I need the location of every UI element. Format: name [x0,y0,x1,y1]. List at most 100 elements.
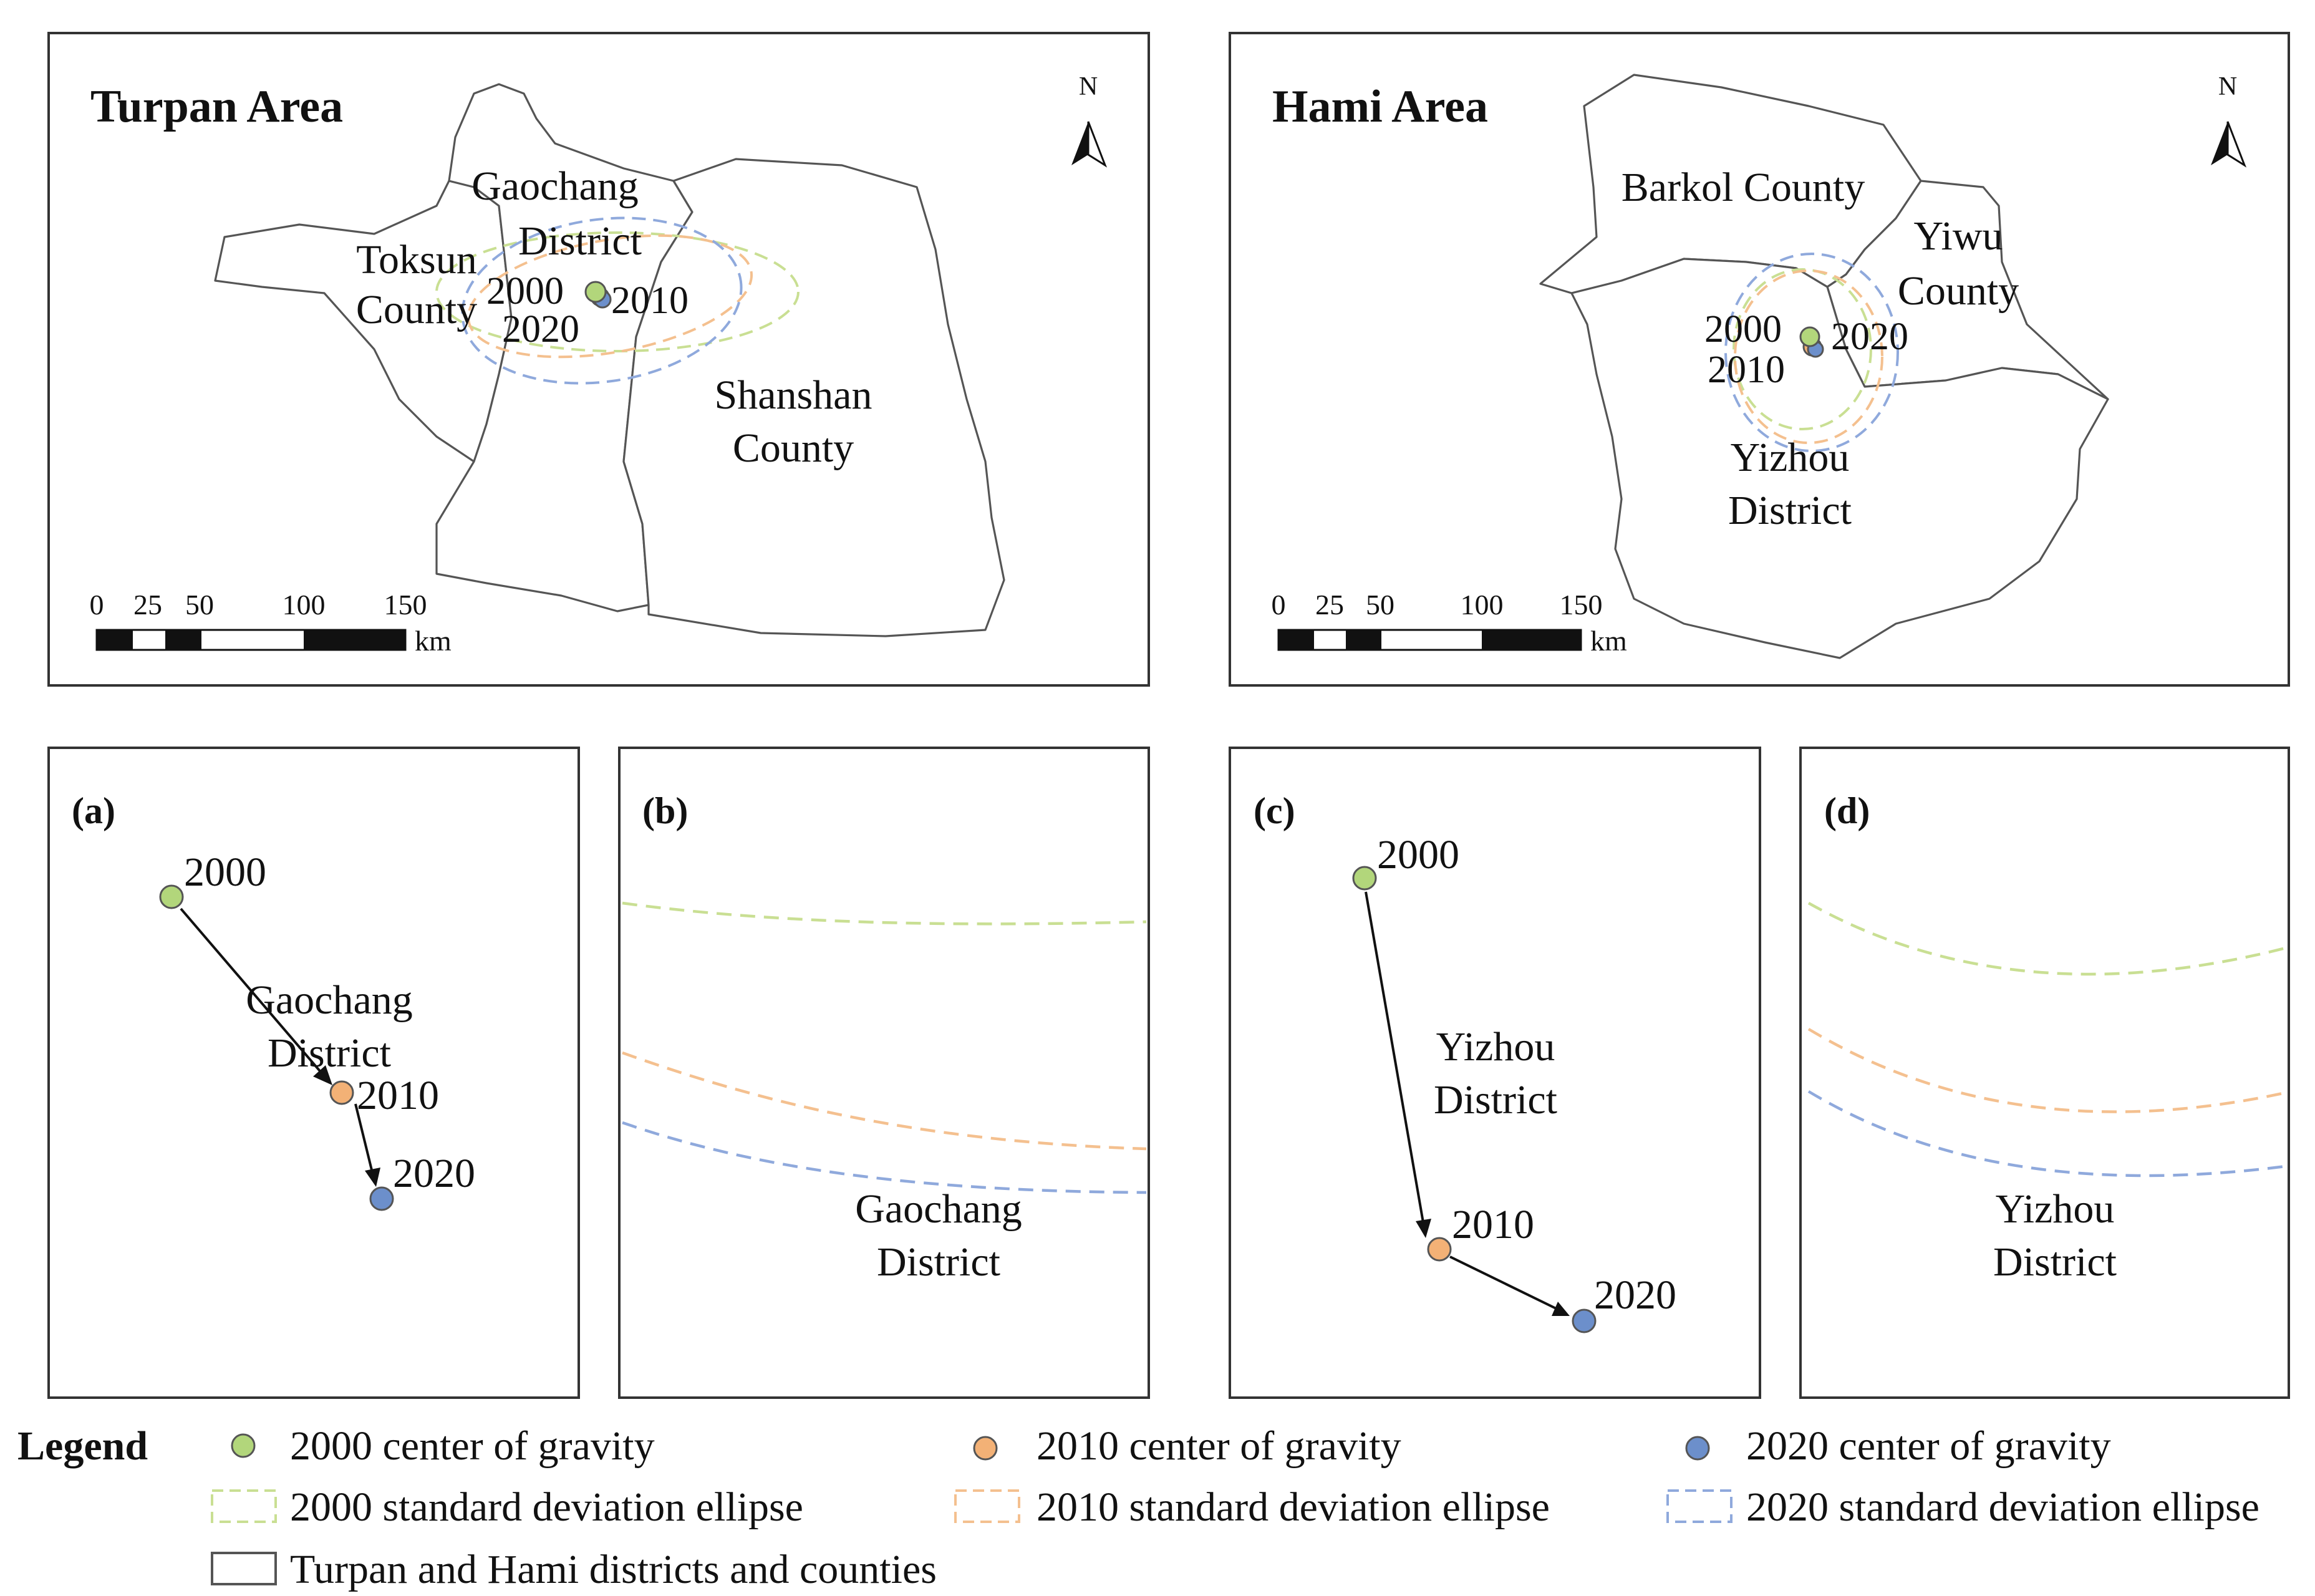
panel-c-arrowhead-2020 [1552,1302,1570,1316]
panel-c-label-2000: 2000 [1377,832,1459,878]
turpan-ellipse-2010 [466,234,753,359]
panel-d-frame [1799,747,2290,1399]
turpan-north-arrow: N [1071,72,1108,168]
hami-north-label: N [2218,72,2237,101]
turpan-scale-0: 0 [90,589,104,621]
turpan-map-panel: Turpan Area Gaochang District Toksun Cou… [47,32,1150,687]
turpan-scale-50: 50 [185,589,214,621]
legend: Legend 2000 center of gravity 2010 cente… [17,1423,2259,1592]
panel-c-district-line2: District [1434,1077,1557,1123]
legend-cog2020: 2020 center of gravity [1746,1423,2111,1469]
hami-title: Hami Area [1272,81,1488,132]
panel-a-label-2020: 2020 [393,1151,475,1196]
hami-scale-150: 150 [1560,589,1603,621]
shanshan-county-boundary [622,158,1005,637]
panel-d-tag: (d) [1824,790,1870,831]
yizhou-label-line1: Yizhou [1731,435,1850,480]
legend-swatch-cog2010 [973,1436,998,1461]
legend-sde2010: 2010 standard deviation ellipse [1037,1484,1550,1530]
panel-d-ellipse-arc-2000 [1807,902,2286,976]
panel-c-label-2020: 2020 [1594,1272,1676,1318]
panel-c-center-2010 [1427,1237,1452,1262]
panel-b: (b) Gaochang District [618,747,1150,1399]
legend-swatch-cog2000 [231,1433,256,1458]
legend-sde2000: 2000 standard deviation ellipse [290,1484,803,1530]
panel-a-arrow-2010-2020 [354,1103,374,1173]
panel-a-arrowhead-2020 [365,1168,380,1187]
legend-swatch-cog2020 [1685,1436,1710,1461]
turpan-north-label: N [1079,72,1098,101]
panel-a-district-line1: Gaochang [246,977,413,1023]
legend-swatch-sde2020 [1666,1489,1733,1523]
panel-c-arrow-2010-2020 [1449,1255,1557,1310]
panel-c-tag: (c) [1254,790,1295,831]
panel-b-ellipse-arc-2020 [622,1121,1147,1194]
legend-swatch-boundaries [211,1552,277,1585]
panel-a-frame [47,747,580,1399]
turpan-scale-100: 100 [283,589,326,621]
yizhou-label-line2: District [1728,488,1852,533]
panel-a-arrow-2000-2010 [180,907,324,1075]
legend-sde2020: 2020 standard deviation ellipse [1746,1484,2259,1530]
panel-a-center-2020 [369,1186,394,1211]
panel-d-district-line1: Yizhou [1996,1186,2115,1232]
gaochang-label-line1: Gaochang [471,163,639,209]
yiwu-label-line2: County [1898,268,2019,314]
hami-scale-0: 0 [1272,589,1286,621]
panel-c-center-2020 [1572,1308,1597,1333]
yiwu-label-line1: Yiwu [1913,213,2003,259]
panel-c-label-2010: 2010 [1452,1202,1534,1247]
panel-b-frame [618,747,1150,1399]
panel-a-label-2000: 2000 [184,849,266,895]
yizhou-district-boundary [1570,258,2109,659]
hami-ellipse-2010 [1734,269,1883,444]
legend-swatch-sde2010 [954,1489,1020,1523]
hami-ellipse-2000 [1733,268,1872,430]
hami-scale-bar: 0 25 50 100 150 km [1272,589,1628,657]
panel-a-label-2010: 2010 [357,1073,439,1118]
hami-map-panel: Hami Area Barkol County Yiwu County Yizh… [1229,32,2290,687]
turpan-scale-unit: km [415,625,452,657]
panel-c-arrowhead-2010 [1416,1219,1431,1238]
panel-d-district-line2: District [1993,1239,2117,1285]
turpan-label-2000: 2000 [486,270,564,312]
panel-b-district-line2: District [877,1239,1000,1285]
panel-a: (a) Gaochang District 2000 2010 2020 [47,747,580,1399]
panel-c-arrow-2000-2010 [1365,891,1424,1223]
legend-boundaries: Turpan and Hami districts and counties [290,1547,937,1592]
legend-cog2010: 2010 center of gravity [1037,1423,1401,1469]
legend-heading: Legend [17,1423,148,1469]
panel-a-district-line2: District [268,1030,391,1076]
panel-c: (c) Yizhou District 2000 2010 2020 [1229,747,1761,1399]
panel-c-frame [1229,747,1761,1399]
hami-scale-unit: km [1590,625,1627,657]
hami-north-arrow: N [2211,72,2247,168]
toksun-label-line2: County [356,287,477,332]
panel-a-center-2000 [159,884,184,909]
panel-d-ellipse-arc-2020 [1807,1090,2286,1178]
turpan-ellipse-2000 [435,231,800,352]
panel-b-ellipse-arc-2010 [622,1051,1147,1151]
turpan-scale-bar: 0 25 50 100 150 km [90,589,452,657]
gaochang-label-line2: District [518,218,642,264]
panel-a-tag: (a) [72,790,115,831]
panel-d-ellipse-arc-2010 [1807,1028,2286,1113]
hami-scale-50: 50 [1366,589,1394,621]
turpan-scale-25: 25 [133,589,162,621]
turpan-label-2020: 2020 [502,308,579,351]
turpan-scale-150: 150 [384,589,427,621]
panel-b-ellipse-arc-2000 [622,901,1147,926]
turpan-label-2010: 2010 [611,279,689,322]
turpan-center-2000 [584,281,607,303]
hami-label-2000: 2000 [1704,308,1782,351]
panel-c-district-line1: Yizhou [1436,1024,1555,1070]
shanshan-label-line2: County [733,425,854,471]
turpan-title: Turpan Area [90,81,343,132]
hami-ellipse-2020 [1724,253,1899,452]
hami-scale-25: 25 [1315,589,1344,621]
hami-label-2020: 2020 [1831,316,1908,358]
panel-a-arrowhead-2010 [313,1065,332,1085]
panel-b-tag: (b) [642,790,688,831]
hami-center-2000 [1799,326,1820,347]
